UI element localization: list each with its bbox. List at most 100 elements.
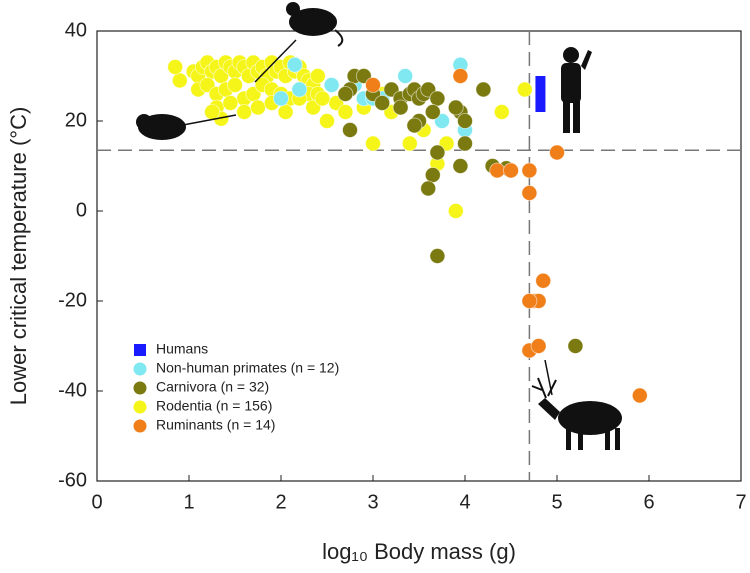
point [493,104,510,120]
range-bar [535,76,546,112]
point [273,90,289,107]
point [286,56,303,73]
human-head [563,47,579,63]
hamster-head [136,114,152,130]
human-leg [563,101,570,133]
point [337,104,354,120]
point [521,162,538,179]
x-tick-label: 0 [91,491,102,513]
point [452,158,469,174]
point [457,113,473,129]
point [406,117,423,134]
point [521,293,538,309]
reindeer-leg [605,428,610,450]
point [401,135,418,152]
point [429,248,446,264]
legend-label: Ruminants (n = 14) [156,417,275,433]
point [291,81,308,98]
y-tick-label: 40 [65,19,87,41]
legend-marker [133,381,147,395]
point [516,81,533,98]
human-arm [581,50,592,70]
legend-label: Rodentia (n = 156) [156,398,272,414]
x-tick-label: 5 [551,491,562,513]
point [314,90,331,107]
legend-label: Humans [156,341,208,357]
point [530,338,547,354]
point [549,144,565,161]
point [342,122,358,138]
point [277,104,294,120]
point [452,68,469,84]
legend-marker [133,362,147,376]
reindeer-body [558,401,622,435]
point [397,68,414,84]
x-tick-label: 4 [459,491,470,513]
legend-marker [133,400,147,414]
point [171,72,188,89]
connector [254,39,297,83]
silhouettes [136,2,622,450]
point [447,99,464,116]
x-tick-label: 6 [643,491,654,513]
plot: 0 1 2 3 4 5 6 7 -60 -40 -20 0 20 40 [58,19,746,513]
y-axis-label: Lower critical temperature (°C) [6,107,31,406]
y-tick-label: -20 [58,289,87,311]
human-leg [573,101,580,133]
mouse-head [286,2,300,16]
x-tick-label: 2 [275,491,286,513]
point [365,135,381,152]
point [227,77,243,93]
point [365,77,381,93]
point [374,95,391,111]
point [475,81,492,98]
x-tick-label: 7 [735,491,746,513]
reindeer-leg [615,428,620,450]
plot-frame [96,30,742,482]
point [631,387,648,404]
mouse-icon [289,8,337,36]
x-axis-label: log₁₀ Body mass (g) [322,539,516,564]
point [222,95,239,111]
point [503,162,519,179]
point [420,180,437,197]
mouse-tail [334,29,344,47]
connector [544,359,553,396]
point [447,203,464,219]
reindeer-leg [578,428,583,450]
point [429,90,446,107]
point [424,104,441,120]
point [309,68,326,84]
point [521,185,538,201]
human-body [561,63,581,103]
point [567,338,584,354]
reindeer-leg [566,428,571,450]
point [319,113,335,129]
y-tick-label: -60 [58,469,87,491]
point [337,86,354,102]
point [489,162,506,179]
legend-marker [133,419,147,433]
y-tick-label: 0 [76,199,87,221]
point [250,99,266,116]
point [535,272,552,289]
legend-marker [134,344,146,356]
legend-label: Carnivora (n = 32) [156,379,269,395]
connector [182,114,237,126]
point [424,167,441,183]
point [236,104,253,120]
legend-label: Non-human primates (n = 12) [156,360,339,376]
reindeer-head [538,398,560,420]
point [167,59,184,75]
reindeer-antler [531,377,557,399]
y-tick-label: -40 [58,379,87,401]
point [457,135,473,152]
point [323,77,340,93]
point [392,99,409,116]
point [204,104,220,120]
point [429,144,446,161]
x-tick-label: 3 [367,491,378,513]
x-tick-label: 1 [183,491,194,513]
y-tick-label: 20 [65,109,87,131]
